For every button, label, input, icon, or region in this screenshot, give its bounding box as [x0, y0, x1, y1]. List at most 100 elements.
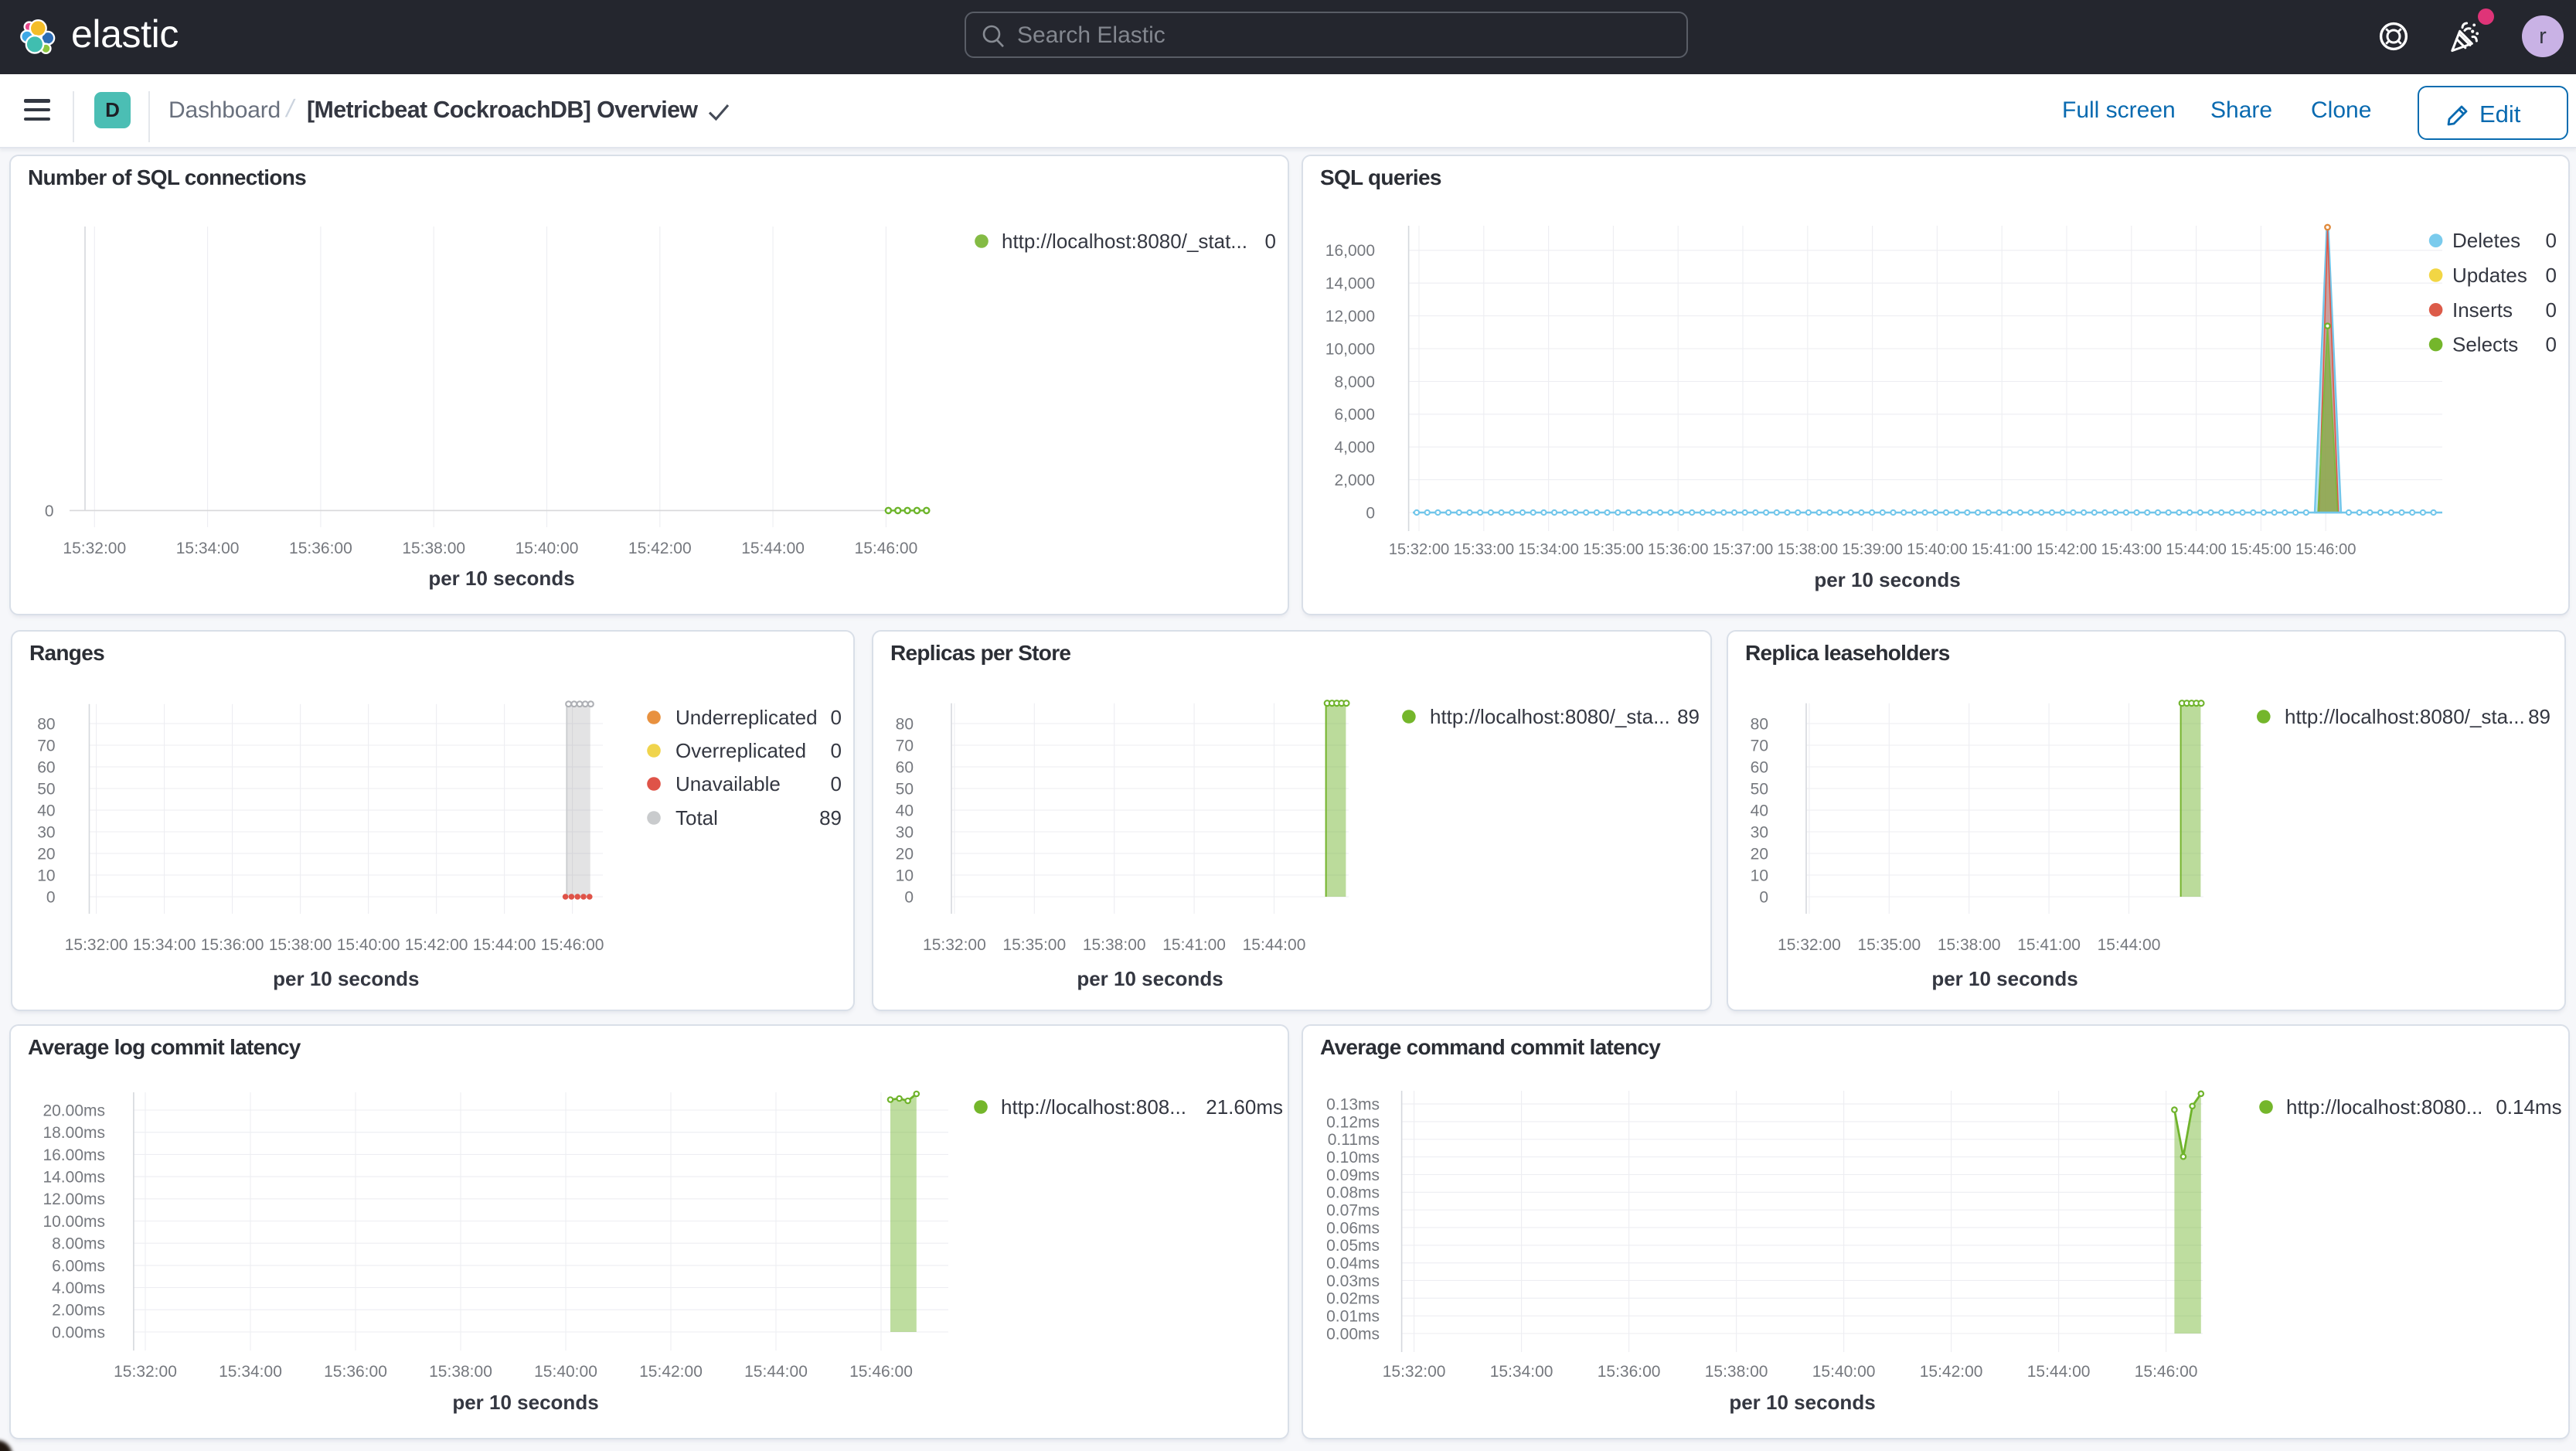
svg-text:0: 0 — [831, 706, 842, 729]
svg-text:0.08ms: 0.08ms — [1326, 1184, 1380, 1202]
svg-text:15:38:00: 15:38:00 — [402, 540, 465, 557]
svg-text:15:33:00: 15:33:00 — [1454, 541, 1515, 558]
svg-text:0.05ms: 0.05ms — [1326, 1237, 1380, 1255]
svg-text:50: 50 — [1751, 780, 1768, 798]
svg-text:15:35:00: 15:35:00 — [1583, 541, 1644, 558]
svg-text:30: 30 — [37, 823, 55, 841]
svg-text:0.01ms: 0.01ms — [1326, 1308, 1380, 1326]
svg-text:per 10 seconds: per 10 seconds — [1729, 1391, 1875, 1414]
svg-text:15:32:00: 15:32:00 — [65, 936, 128, 954]
svg-text:0.00ms: 0.00ms — [1326, 1325, 1380, 1343]
svg-text:80: 80 — [896, 715, 914, 733]
svg-text:60: 60 — [1751, 758, 1768, 776]
svg-text:8.00ms: 8.00ms — [52, 1235, 105, 1253]
svg-text:4.00ms: 4.00ms — [52, 1279, 105, 1297]
svg-text:15:44:00: 15:44:00 — [744, 1363, 808, 1381]
svg-text:0.13ms: 0.13ms — [1326, 1095, 1380, 1113]
svg-text:50: 50 — [896, 780, 914, 798]
svg-text:15:44:00: 15:44:00 — [2098, 936, 2161, 954]
svg-text:20: 20 — [896, 845, 914, 863]
svg-text:15:46:00: 15:46:00 — [541, 936, 604, 954]
svg-text:20.00ms: 20.00ms — [43, 1102, 105, 1119]
svg-text:10: 10 — [896, 867, 914, 884]
svg-text:70: 70 — [1751, 737, 1768, 754]
svg-text:0: 0 — [2546, 264, 2557, 287]
svg-text:Underreplicated: Underreplicated — [675, 706, 818, 729]
svg-text:per 10 seconds: per 10 seconds — [1931, 967, 2077, 990]
svg-text:15:42:00: 15:42:00 — [405, 936, 468, 954]
svg-text:80: 80 — [1751, 715, 1768, 733]
svg-text:14,000: 14,000 — [1325, 275, 1375, 293]
svg-text:15:38:00: 15:38:00 — [1938, 936, 2001, 954]
svg-text:15:42:00: 15:42:00 — [2037, 541, 2098, 558]
svg-text:60: 60 — [896, 758, 914, 776]
svg-text:0: 0 — [2546, 298, 2557, 322]
svg-text:15:36:00: 15:36:00 — [1598, 1363, 1661, 1381]
svg-text:Updates: Updates — [2452, 264, 2527, 287]
svg-text:89: 89 — [1677, 705, 1700, 728]
svg-text:89: 89 — [819, 806, 842, 829]
svg-text:15:38:00: 15:38:00 — [1705, 1363, 1768, 1381]
svg-text:15:44:00: 15:44:00 — [2027, 1363, 2091, 1381]
svg-text:15:40:00: 15:40:00 — [1812, 1363, 1876, 1381]
svg-text:16,000: 16,000 — [1325, 242, 1375, 260]
svg-text:12.00ms: 12.00ms — [43, 1190, 105, 1208]
svg-text:0: 0 — [831, 739, 842, 762]
svg-text:15:45:00: 15:45:00 — [2231, 541, 2292, 558]
svg-text:20: 20 — [1751, 845, 1768, 863]
svg-text:15:32:00: 15:32:00 — [114, 1363, 177, 1381]
svg-text:70: 70 — [896, 737, 914, 754]
svg-text:10: 10 — [37, 867, 55, 884]
svg-text:http://localhost:8080/_sta...: http://localhost:8080/_sta... — [2285, 705, 2525, 728]
svg-text:http://localhost:8080...: http://localhost:8080... — [2286, 1095, 2482, 1119]
svg-text:Overreplicated: Overreplicated — [675, 739, 806, 762]
svg-text:15:34:00: 15:34:00 — [1490, 1363, 1553, 1381]
svg-text:15:38:00: 15:38:00 — [1083, 936, 1146, 954]
svg-text:89: 89 — [2528, 705, 2550, 728]
svg-text:8,000: 8,000 — [1334, 373, 1375, 391]
svg-text:30: 30 — [896, 823, 914, 841]
svg-text:15:32:00: 15:32:00 — [1778, 936, 1841, 954]
svg-text:15:46:00: 15:46:00 — [849, 1363, 913, 1381]
svg-text:15:32:00: 15:32:00 — [63, 540, 126, 557]
svg-text:21.60ms: 21.60ms — [1206, 1095, 1283, 1119]
svg-text:15:42:00: 15:42:00 — [639, 1363, 703, 1381]
svg-text:10,000: 10,000 — [1325, 340, 1375, 358]
svg-text:4,000: 4,000 — [1334, 439, 1375, 457]
svg-text:0.04ms: 0.04ms — [1326, 1255, 1380, 1272]
svg-text:15:42:00: 15:42:00 — [1920, 1363, 1983, 1381]
svg-text:0.12ms: 0.12ms — [1326, 1113, 1380, 1131]
svg-text:15:34:00: 15:34:00 — [219, 1363, 282, 1381]
svg-text:0: 0 — [1366, 504, 1375, 522]
svg-text:70: 70 — [37, 737, 55, 754]
svg-text:0.06ms: 0.06ms — [1326, 1219, 1380, 1237]
svg-text:40: 40 — [37, 802, 55, 819]
svg-text:80: 80 — [37, 715, 55, 733]
svg-text:15:34:00: 15:34:00 — [133, 936, 196, 954]
svg-text:0: 0 — [2546, 333, 2557, 356]
svg-text:Total: Total — [675, 806, 718, 829]
svg-text:15:46:00: 15:46:00 — [2295, 541, 2357, 558]
svg-text:14.00ms: 14.00ms — [43, 1169, 105, 1187]
svg-text:0.00ms: 0.00ms — [52, 1323, 105, 1341]
svg-text:2.00ms: 2.00ms — [52, 1302, 105, 1320]
svg-text:15:42:00: 15:42:00 — [628, 540, 692, 557]
svg-text:0.03ms: 0.03ms — [1326, 1272, 1380, 1290]
svg-text:6,000: 6,000 — [1334, 406, 1375, 424]
svg-text:40: 40 — [1751, 802, 1768, 819]
svg-text:15:35:00: 15:35:00 — [1002, 936, 1066, 954]
svg-text:10: 10 — [1751, 867, 1768, 884]
svg-text:15:40:00: 15:40:00 — [337, 936, 400, 954]
svg-text:12,000: 12,000 — [1325, 308, 1375, 325]
svg-text:per 10 seconds: per 10 seconds — [1077, 967, 1223, 990]
svg-text:15:36:00: 15:36:00 — [201, 936, 264, 954]
svg-text:0: 0 — [831, 772, 842, 795]
svg-text:15:37:00: 15:37:00 — [1713, 541, 1774, 558]
svg-text:15:35:00: 15:35:00 — [1857, 936, 1921, 954]
svg-text:15:44:00: 15:44:00 — [2166, 541, 2227, 558]
svg-text:15:41:00: 15:41:00 — [1162, 936, 1226, 954]
svg-text:15:38:00: 15:38:00 — [1778, 541, 1839, 558]
svg-text:40: 40 — [896, 802, 914, 819]
svg-text:0.09ms: 0.09ms — [1326, 1167, 1380, 1184]
svg-text:15:32:00: 15:32:00 — [1383, 1363, 1446, 1381]
